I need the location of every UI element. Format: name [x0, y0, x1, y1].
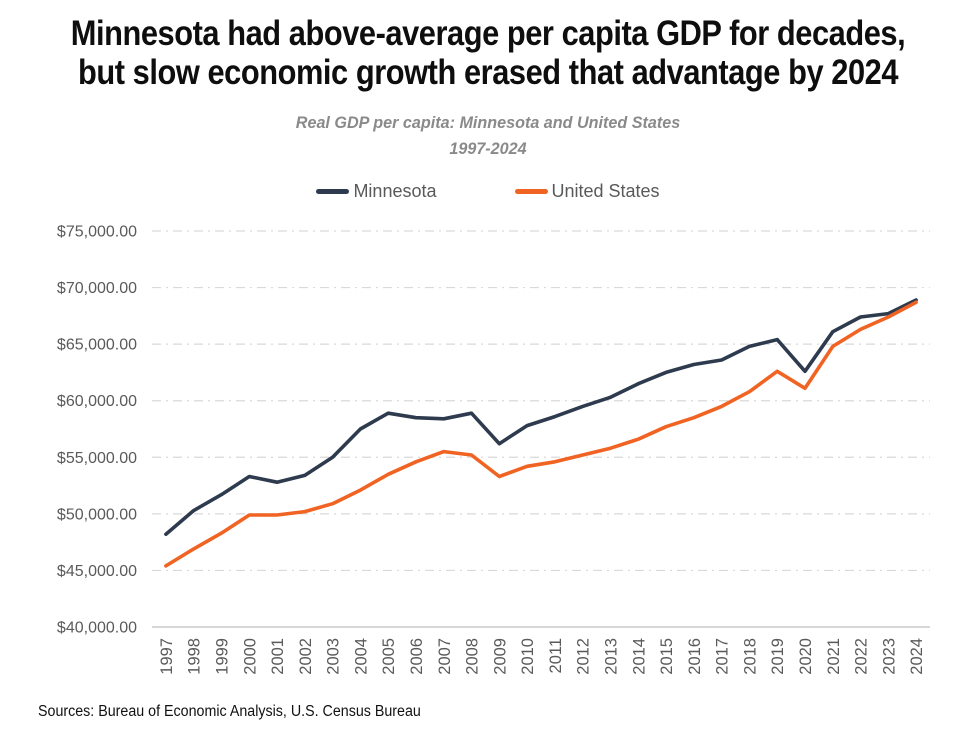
y-tick-label-45000: $45,000.00: [57, 563, 137, 580]
y-tick-label-75000: $75,000.00: [57, 224, 137, 241]
series-line-united-states: [164, 300, 918, 568]
y-tick-label-65000: $65,000.00: [57, 337, 137, 354]
y-tick-label-50000: $50,000.00: [57, 506, 137, 523]
x-tick-label-2022: 2022: [853, 638, 871, 675]
x-tick-label-2023: 2023: [880, 638, 898, 675]
chart-subtitle: Real GDP per capita: Minnesota and Unite…: [0, 110, 976, 162]
y-tick-label-55000: $55,000.00: [57, 450, 137, 467]
legend-item-united-states: United States: [514, 180, 660, 202]
x-tick-label-1997: 1997: [158, 638, 176, 675]
x-tick-label-2020: 2020: [797, 638, 815, 675]
x-tick-label-2008: 2008: [464, 638, 482, 675]
legend-item-minnesota: Minnesota: [316, 180, 437, 202]
x-tick-label-2017: 2017: [714, 638, 732, 675]
x-tick-label-2016: 2016: [686, 638, 704, 675]
x-tick-label-2003: 2003: [325, 638, 343, 675]
x-tick-label-2009: 2009: [491, 638, 509, 675]
series-line-minnesota: [164, 298, 918, 537]
x-tick-label-2024: 2024: [908, 638, 926, 675]
y-tick-label-70000: $70,000.00: [57, 280, 137, 297]
x-tick-label-2006: 2006: [408, 638, 426, 675]
x-tick-label-2013: 2013: [603, 638, 621, 675]
x-tick-label-2019: 2019: [769, 638, 787, 675]
x-tick-label-2012: 2012: [575, 638, 593, 675]
x-tick-label-2021: 2021: [825, 638, 843, 675]
united-states-line-swatch-icon: [514, 188, 548, 194]
x-tick-label-1998: 1998: [186, 638, 204, 675]
legend-label-united-states: United States: [551, 180, 660, 201]
subtitle-line-2: 1997-2024: [449, 139, 527, 158]
x-tick-label-2002: 2002: [297, 638, 315, 675]
x-tick-label-2000: 2000: [241, 638, 259, 675]
x-tick-label-2018: 2018: [741, 638, 759, 675]
source-attribution: Sources: Bureau of Economic Analysis, U.…: [38, 703, 421, 720]
chart-legend: Minnesota United States: [0, 178, 976, 204]
minnesota-line-swatch-icon: [316, 188, 350, 194]
x-tick-label-2015: 2015: [658, 638, 676, 675]
y-tick-label-60000: $60,000.00: [57, 393, 137, 410]
title-line-2: but slow economic growth erased that adv…: [77, 53, 899, 92]
chart-canvas: $40,000.00 $45,000.00 $50,000.00 $55,000.00…: [57, 224, 930, 675]
x-tick-label-2005: 2005: [380, 638, 398, 675]
x-tick-label-2011: 2011: [547, 638, 565, 673]
legend-label-minnesota: Minnesota: [353, 180, 437, 201]
x-tick-label-1999: 1999: [214, 638, 232, 675]
subtitle-line-1: Real GDP per capita: Minnesota and Unite…: [295, 113, 681, 132]
x-tick-label-2014: 2014: [630, 638, 648, 675]
x-tick-label-2007: 2007: [436, 638, 454, 675]
y-tick-label-40000: $40,000.00: [57, 620, 137, 637]
title-line-1: Minnesota had above-average per capita G…: [70, 14, 906, 53]
x-tick-label-2010: 2010: [519, 638, 537, 675]
x-tick-label-2004: 2004: [352, 638, 370, 675]
page-title: Minnesota had above-average per capita G…: [0, 14, 976, 92]
x-tick-label-2001: 2001: [269, 638, 287, 675]
